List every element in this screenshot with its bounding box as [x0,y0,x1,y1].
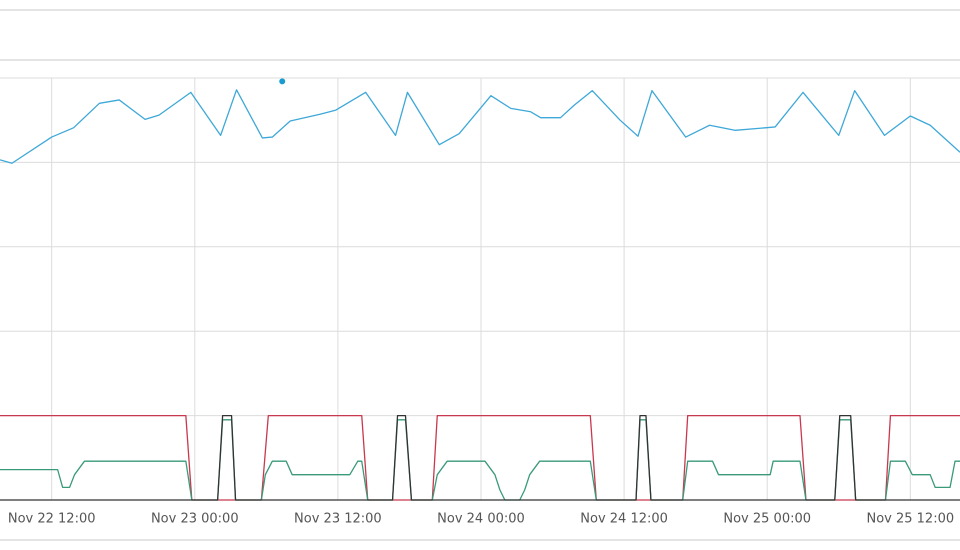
x-tick-label: Nov 22 12:00 [8,512,96,527]
x-tick-label: Nov 23 00:00 [151,512,239,527]
x-tick-label: Nov 25 12:00 [866,512,954,527]
x-tick-label: Nov 24 12:00 [580,512,668,527]
x-tick-label: Nov 25 00:00 [723,512,811,527]
point [279,78,286,85]
series-line [0,414,960,501]
x-tick-label: Nov 23 12:00 [294,512,382,527]
x-tick-label: Nov 24 00:00 [437,512,525,527]
series-line [0,89,960,164]
series-line [0,419,960,501]
series-line [0,414,960,501]
